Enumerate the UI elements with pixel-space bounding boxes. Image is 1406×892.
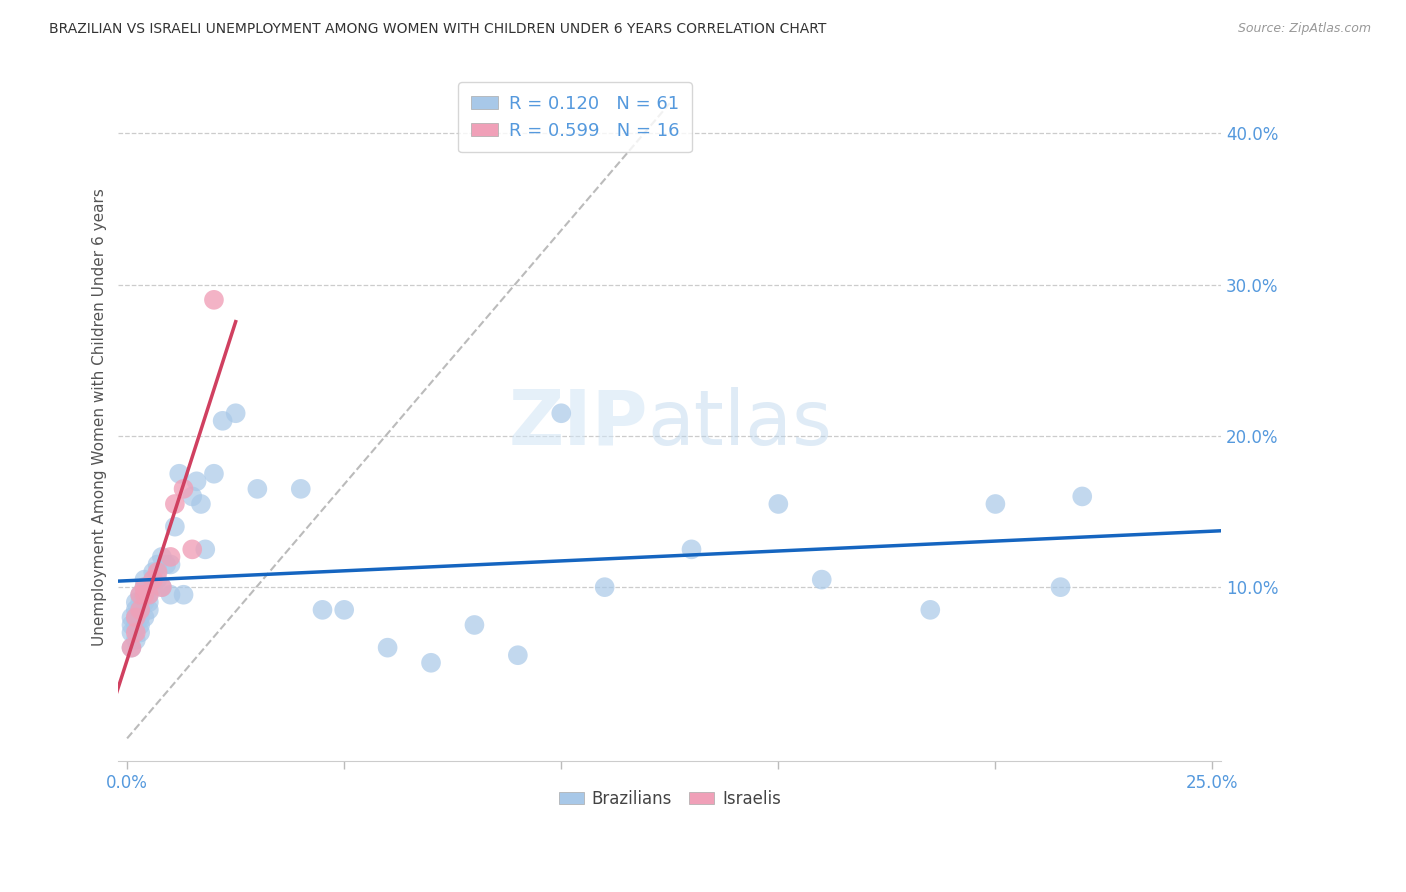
Point	[810, 573, 832, 587]
Point	[190, 497, 212, 511]
Point	[142, 573, 165, 587]
Point	[159, 558, 181, 572]
Point	[138, 580, 160, 594]
Point	[142, 573, 165, 587]
Point	[506, 648, 529, 663]
Legend: Brazilians, Israelis: Brazilians, Israelis	[551, 783, 787, 814]
Point	[155, 558, 177, 572]
Point	[194, 542, 217, 557]
Point	[202, 467, 225, 481]
Point	[173, 588, 195, 602]
Point	[125, 610, 148, 624]
Point	[290, 482, 312, 496]
Point	[129, 610, 152, 624]
Point	[125, 603, 148, 617]
Text: atlas: atlas	[648, 387, 832, 461]
Y-axis label: Unemployment Among Women with Children Under 6 years: Unemployment Among Women with Children U…	[93, 188, 107, 646]
Point	[202, 293, 225, 307]
Point	[181, 490, 204, 504]
Point	[121, 640, 143, 655]
Point	[420, 656, 443, 670]
Point	[125, 618, 148, 632]
Point	[125, 625, 148, 640]
Point	[138, 603, 160, 617]
Point	[550, 406, 572, 420]
Point	[134, 580, 156, 594]
Point	[246, 482, 269, 496]
Point	[121, 618, 143, 632]
Point	[150, 580, 173, 594]
Point	[125, 633, 148, 648]
Point	[129, 625, 152, 640]
Point	[333, 603, 356, 617]
Point	[121, 625, 143, 640]
Point	[138, 588, 160, 602]
Point	[125, 595, 148, 609]
Point	[134, 595, 156, 609]
Point	[150, 580, 173, 594]
Point	[163, 519, 186, 533]
Point	[146, 573, 169, 587]
Point	[593, 580, 616, 594]
Point	[142, 565, 165, 579]
Point	[768, 497, 790, 511]
Point	[211, 414, 233, 428]
Point	[138, 588, 160, 602]
Point	[225, 406, 247, 420]
Text: ZIP: ZIP	[508, 387, 648, 461]
Point	[138, 595, 160, 609]
Point	[186, 475, 208, 489]
Point	[311, 603, 333, 617]
Point	[173, 482, 195, 496]
Point	[1049, 580, 1071, 594]
Point	[681, 542, 703, 557]
Point	[129, 603, 152, 617]
Point	[134, 610, 156, 624]
Point	[1071, 490, 1094, 504]
Point	[146, 558, 169, 572]
Point	[159, 549, 181, 564]
Text: Source: ZipAtlas.com: Source: ZipAtlas.com	[1237, 22, 1371, 36]
Text: BRAZILIAN VS ISRAELI UNEMPLOYMENT AMONG WOMEN WITH CHILDREN UNDER 6 YEARS CORREL: BRAZILIAN VS ISRAELI UNEMPLOYMENT AMONG …	[49, 22, 827, 37]
Point	[984, 497, 1007, 511]
Point	[121, 610, 143, 624]
Point	[181, 542, 204, 557]
Point	[377, 640, 399, 655]
Point	[463, 618, 485, 632]
Point	[129, 588, 152, 602]
Point	[146, 565, 169, 579]
Point	[920, 603, 942, 617]
Point	[142, 580, 165, 594]
Point	[134, 580, 156, 594]
Point	[167, 467, 190, 481]
Point	[163, 497, 186, 511]
Point	[129, 595, 152, 609]
Point	[129, 603, 152, 617]
Point	[129, 618, 152, 632]
Point	[125, 610, 148, 624]
Point	[121, 640, 143, 655]
Point	[134, 573, 156, 587]
Point	[159, 588, 181, 602]
Point	[134, 588, 156, 602]
Point	[150, 549, 173, 564]
Point	[134, 588, 156, 602]
Point	[129, 588, 152, 602]
